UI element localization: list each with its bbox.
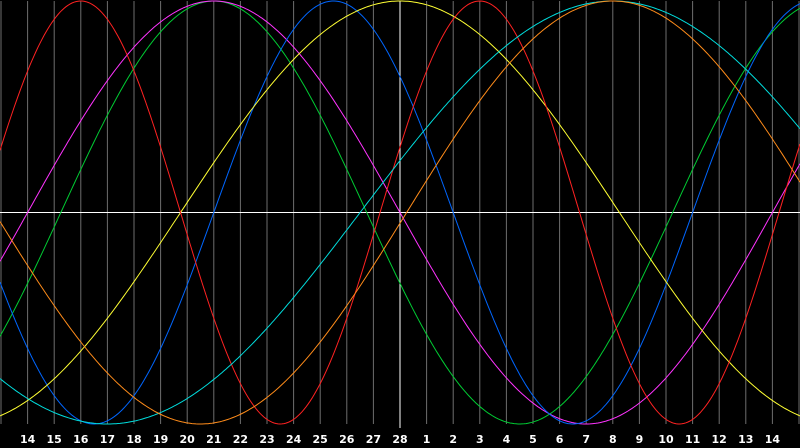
x-tick-label: 9 <box>636 433 644 446</box>
x-tick-labels: 14 15 16 17 18 19 20 21 22 23 24 25 26 27 28 1 2 3 4 5 6 7 8 9 1… <box>20 433 780 446</box>
x-tick-label: 22 <box>233 433 248 446</box>
x-tick-label: 26 <box>339 433 355 446</box>
series-line-4 <box>0 0 800 417</box>
x-tick-label: 17 <box>100 433 115 446</box>
series-line-2 <box>0 0 800 425</box>
series-line-6 <box>0 0 800 425</box>
x-tick-label: 23 <box>259 433 274 446</box>
x-tick-label: 1 <box>423 433 431 446</box>
x-tick-label: 2 <box>449 433 457 446</box>
x-tick-label: 13 <box>738 433 753 446</box>
x-tick-label: 20 <box>180 433 196 446</box>
x-tick-label: 6 <box>556 433 564 446</box>
x-tick-label: 3 <box>476 433 484 446</box>
x-tick-label: 19 <box>153 433 168 446</box>
series-lines <box>0 0 800 425</box>
x-tick-label: 24 <box>286 433 302 446</box>
x-tick-label: 5 <box>529 433 537 446</box>
x-tick-label: 14 <box>20 433 36 446</box>
x-tick-label: 12 <box>712 433 727 446</box>
series-line-7 <box>0 0 800 425</box>
x-tick-label: 25 <box>313 433 328 446</box>
x-tick-label: 7 <box>582 433 590 446</box>
x-tick-label: 16 <box>73 433 89 446</box>
x-tick-label: 28 <box>392 433 407 446</box>
x-tick-label: 27 <box>366 433 381 446</box>
x-tick-label: 8 <box>609 433 617 446</box>
x-tick-label: 11 <box>685 433 700 446</box>
x-tick-label: 14 <box>765 433 781 446</box>
x-tick-label: 10 <box>658 433 674 446</box>
x-tick-label: 21 <box>206 433 221 446</box>
x-tick-label: 18 <box>126 433 141 446</box>
x-tick-label: 4 <box>503 433 511 446</box>
x-tick-label: 15 <box>47 433 62 446</box>
series-line-5 <box>0 0 800 425</box>
